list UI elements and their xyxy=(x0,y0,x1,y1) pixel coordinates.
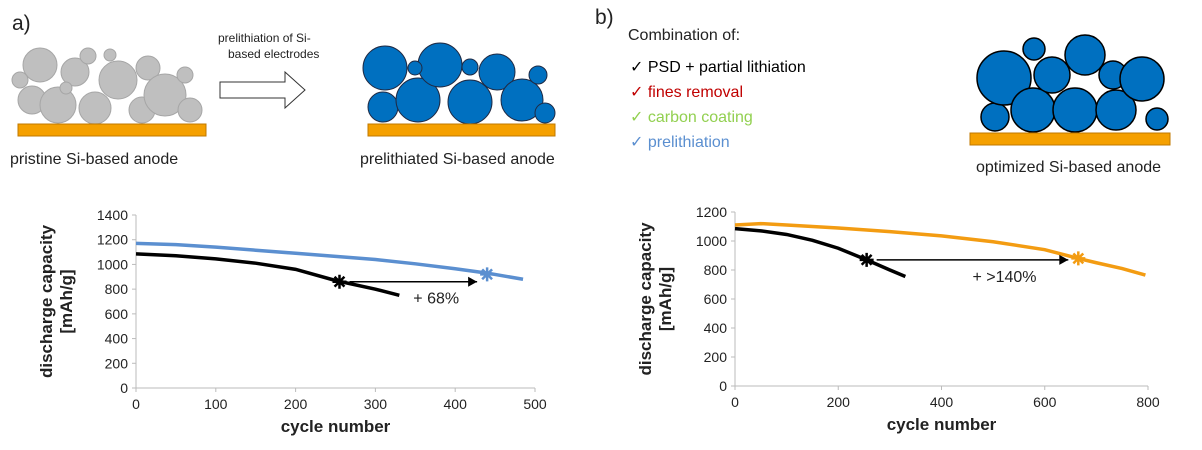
y-axis-label: discharge capacity xyxy=(636,222,655,376)
substrate xyxy=(17,123,207,137)
annotation: + >140% xyxy=(972,269,1036,286)
y-axis-label: [mAh/g] xyxy=(57,269,76,333)
panel-label: b) xyxy=(595,6,614,29)
series-line xyxy=(135,252,400,298)
marker xyxy=(332,274,347,289)
x-tick-label: 800 xyxy=(1136,394,1160,410)
x-tick-label: 400 xyxy=(930,394,954,410)
x-tick-label: 300 xyxy=(364,396,388,412)
optimized-particles xyxy=(976,34,1169,133)
marker xyxy=(1071,251,1086,266)
y-tick-label: 0 xyxy=(120,380,128,396)
y-axis-label: [mAh/g] xyxy=(656,267,675,331)
arrow-text: based electrodes xyxy=(228,47,319,61)
caption: optimized Si-based anode xyxy=(976,159,1161,176)
y-tick-label: 1200 xyxy=(97,232,128,248)
y-tick-label: 400 xyxy=(105,331,129,347)
y-tick-label: 1000 xyxy=(97,256,128,272)
x-tick-label: 200 xyxy=(284,396,308,412)
arrow-head xyxy=(468,276,478,287)
arrow-text: prelithiation of Si- xyxy=(218,31,311,45)
series-line xyxy=(135,241,524,281)
check-item: ✓ PSD + partial lithiation xyxy=(630,59,806,76)
pristine-particles xyxy=(11,47,203,125)
prelithiated-particles xyxy=(362,42,556,125)
caption: prelithiated Si-based anode xyxy=(360,151,555,168)
y-tick-label: 400 xyxy=(704,320,728,336)
substrate xyxy=(969,132,1171,146)
x-tick-label: 600 xyxy=(1033,394,1057,410)
substrate xyxy=(367,123,556,137)
x-axis-label: cycle number xyxy=(281,417,391,436)
x-tick-label: 400 xyxy=(444,396,468,412)
arrow-head xyxy=(1059,254,1069,265)
y-tick-label: 600 xyxy=(105,306,129,322)
y-tick-label: 800 xyxy=(105,281,129,297)
marker xyxy=(480,267,495,282)
panel-label: a) xyxy=(12,12,31,35)
y-tick-label: 600 xyxy=(704,291,728,307)
y-tick-label: 200 xyxy=(704,349,728,365)
check-item: ✓ fines removal xyxy=(630,84,743,101)
x-tick-label: 100 xyxy=(204,396,228,412)
marker xyxy=(859,252,874,267)
x-tick-label: 500 xyxy=(523,396,547,412)
annotation: + 68% xyxy=(413,291,459,308)
y-tick-label: 1000 xyxy=(696,233,727,249)
y-tick-label: 800 xyxy=(704,262,728,278)
y-tick-label: 1200 xyxy=(696,204,727,220)
heading: Combination of: xyxy=(628,27,740,44)
process-arrow xyxy=(219,70,306,110)
x-tick-label: 0 xyxy=(132,396,140,412)
y-tick-label: 1400 xyxy=(97,207,128,223)
check-item: ✓ prelithiation xyxy=(630,134,730,151)
x-axis-label: cycle number xyxy=(887,415,997,434)
series-line xyxy=(734,226,907,279)
check-item: ✓ carbon coating xyxy=(630,109,753,126)
y-tick-label: 0 xyxy=(719,378,727,394)
y-axis-label: discharge capacity xyxy=(37,224,56,378)
x-tick-label: 0 xyxy=(731,394,739,410)
y-tick-label: 200 xyxy=(105,355,129,371)
series-line xyxy=(734,221,1146,277)
x-tick-label: 200 xyxy=(827,394,851,410)
caption: pristine Si-based anode xyxy=(10,151,178,168)
